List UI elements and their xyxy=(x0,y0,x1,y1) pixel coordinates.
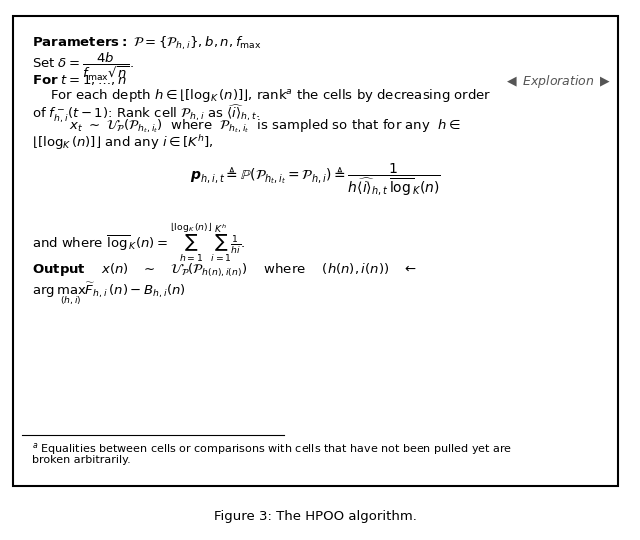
Text: For each depth $h \in \lfloor[\log_K(n)]\rfloor$, rank$^a$ the cells by decreasi: For each depth $h \in \lfloor[\log_K(n)]… xyxy=(51,87,492,104)
FancyBboxPatch shape xyxy=(13,16,618,486)
Text: $^a$ Equalities between cells or comparisons with cells that have not been pulle: $^a$ Equalities between cells or compari… xyxy=(31,441,512,457)
Text: $\mathbf{Output}$ $\quad x(n) \quad \sim \quad \mathcal{U}_\mathcal{P}(\mathcal{: $\mathbf{Output}$ $\quad x(n) \quad \sim… xyxy=(31,262,416,279)
Text: of $f^-_{h,i}(t-1)$: Rank cell $\mathcal{P}_{h,i}$ as $\widehat{\langle i \rangl: of $f^-_{h,i}(t-1)$: Rank cell $\mathcal… xyxy=(31,103,260,125)
Text: $x_t \ \sim \ \mathcal{U}_\mathcal{P}(\mathcal{P}_{h_t, i_t})$  where  $\mathcal: $x_t \ \sim \ \mathcal{U}_\mathcal{P}(\m… xyxy=(69,118,461,136)
Text: broken arbitrarily.: broken arbitrarily. xyxy=(31,455,131,465)
Text: $\blacktriangleleft$ $\it{Exploration}$ $\blacktriangleright$: $\blacktriangleleft$ $\it{Exploration}$ … xyxy=(504,73,612,90)
Text: $\boldsymbol{p}_{h,i,t} \triangleq \mathbb{P}(\mathcal{P}_{h_t,i_t} = \mathcal{P: $\boldsymbol{p}_{h,i,t} \triangleq \math… xyxy=(190,162,441,198)
Text: $\arg\max_{(h,i)} \widetilde{F}_{h,i}(n) - B_{h,i}(n)$: $\arg\max_{(h,i)} \widetilde{F}_{h,i}(n)… xyxy=(31,280,185,307)
Text: $\mathbf{Parameters:}$ $\mathcal{P} = \{\mathcal{P}_{h,i}\}, b, n, f_{\max}$: $\mathbf{Parameters:}$ $\mathcal{P} = \{… xyxy=(31,35,261,52)
Text: $\mathbf{For}$ $t = 1, \ldots, n$: $\mathbf{For}$ $t = 1, \ldots, n$ xyxy=(31,73,127,87)
Text: Set $\delta = \dfrac{4b}{f_{\max}\sqrt{n}}$.: Set $\delta = \dfrac{4b}{f_{\max}\sqrt{n… xyxy=(31,51,134,83)
Text: $\lfloor[\log_K(n)]\rfloor$ and any $i \in [K^h]$,: $\lfloor[\log_K(n)]\rfloor$ and any $i \… xyxy=(31,133,213,152)
Text: Figure 3: The HPOO algorithm.: Figure 3: The HPOO algorithm. xyxy=(214,510,417,523)
Text: and where $\overline{\log}_K(n) = \sum_{h=1}^{\lfloor\log_K(n)\rfloor} \sum_{i=1: and where $\overline{\log}_K(n) = \sum_{… xyxy=(31,221,245,264)
